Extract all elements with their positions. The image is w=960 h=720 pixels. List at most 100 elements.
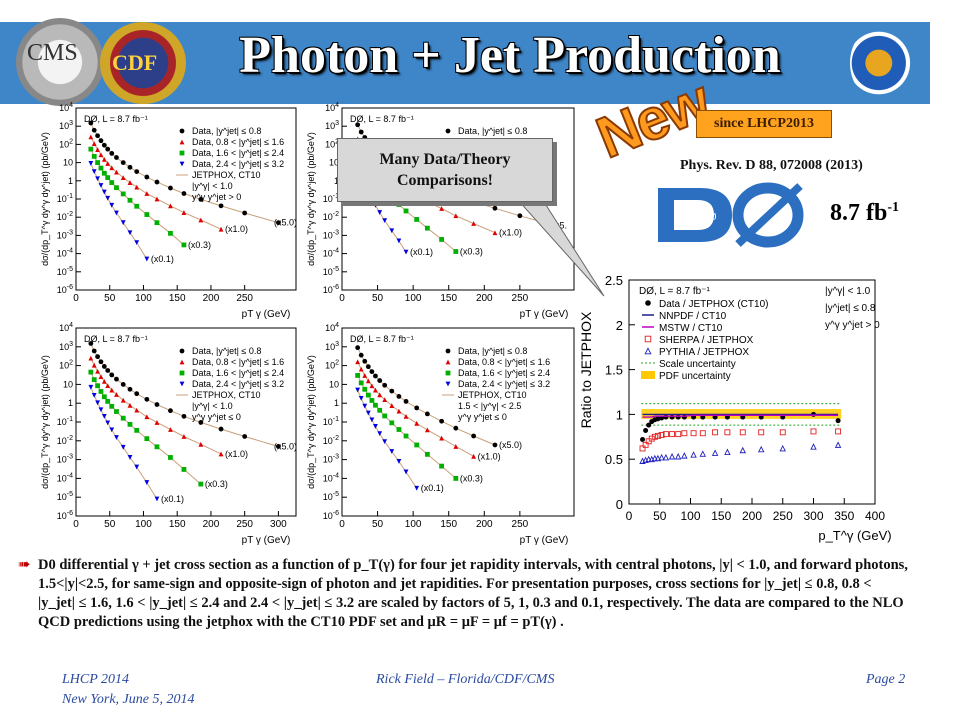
legend-entry: MSTW / CT10: [659, 323, 723, 334]
y-axis-label: dσ/(dp_T^γ dy^γ dy^jet) (pb/GeV): [306, 132, 316, 266]
data-point: [101, 378, 107, 384]
data-point: [109, 180, 115, 185]
data-point: [365, 378, 371, 384]
data-point: [144, 480, 150, 485]
data-point: [396, 408, 402, 414]
legend-marker: [179, 359, 185, 365]
ratio-point: [779, 429, 786, 436]
data-point: [88, 369, 94, 375]
data-point: [88, 384, 94, 390]
data-point: [127, 197, 133, 203]
legend-title: DØ, L = 8.7 fb⁻¹: [639, 286, 710, 297]
ratio-point: [690, 430, 697, 437]
legend-entry: Scale uncertainty: [659, 359, 736, 370]
legend-marker: [445, 381, 451, 387]
data-point: [369, 417, 375, 423]
data-point: [95, 383, 100, 389]
y-tick-label: 10-3: [323, 454, 339, 465]
x-tick-label: 200: [476, 519, 493, 530]
data-point: [114, 376, 119, 382]
data-point: [144, 414, 150, 420]
data-point: [101, 142, 107, 148]
legend-entry: Data, 1.6 < |y^jet| ≤ 2.4: [192, 368, 284, 378]
data-point: [373, 387, 378, 393]
data-point: [154, 420, 160, 425]
x-tick-label: 100: [135, 293, 152, 304]
data-point: [114, 392, 119, 397]
data-point: [88, 355, 94, 361]
footer-conference: LHCP 2014: [62, 672, 130, 687]
data-point: [396, 202, 402, 207]
x-tick-label: 150: [440, 519, 457, 530]
callout-pointer: [499, 180, 605, 297]
legend-entry: JETPHOX, CT10: [458, 390, 527, 400]
ratio-point: [654, 454, 662, 462]
y-axis-label: dσ/(dp_T^γ dy^γ dy^jet) (pb/GeV): [306, 355, 316, 489]
journal-reference: Phys. Rev. D 88, 072008 (2013): [680, 158, 863, 173]
data-point: [91, 362, 97, 368]
x-tick-label: 200: [203, 293, 220, 304]
cdf-logo-text: CDF: [112, 50, 158, 75]
data-point: [382, 218, 388, 224]
legend-entry: Data, 2.4 < |y^jet| ≤ 3.2: [192, 379, 284, 389]
x-tick-label: 50: [372, 519, 384, 530]
data-point: [396, 238, 402, 244]
plot-frame: [341, 327, 575, 517]
ratio-point: [834, 441, 842, 448]
x-tick-label: 0: [626, 509, 633, 523]
data-point: [109, 151, 115, 156]
data-point: [98, 152, 104, 158]
ratio-point: [699, 430, 706, 437]
legend-entry: Data, 2.4 < |y^jet| ≤ 3.2: [458, 379, 550, 389]
legend-entry: Data / JETPHOX (CT10): [659, 299, 768, 310]
x-tick-label: 150: [711, 509, 731, 523]
legend-title: DØ, L = 8.7 fb⁻¹: [350, 114, 414, 124]
y-tick-label: 1: [68, 176, 73, 186]
data-point: [105, 398, 111, 404]
y-tick-label: 10-2: [57, 435, 73, 446]
data-point: [403, 413, 409, 419]
data-point: [181, 242, 187, 248]
luminosity-exponent: -1: [887, 200, 900, 215]
x-tick-label: 50: [653, 509, 667, 523]
y-tick-label: 104: [325, 102, 339, 113]
data-point: [453, 213, 459, 219]
x-tick-label: 300: [270, 519, 287, 530]
y-tick-label: 10-3: [57, 229, 73, 240]
legend-entry: Data, 1.6 < |y^jet| ≤ 2.4: [458, 368, 550, 378]
ratio-point: [699, 450, 707, 457]
scale-factor-label: (x0.1): [421, 483, 444, 493]
x-tick-label: 100: [405, 293, 422, 304]
luminosity-label: 8.7 fb-1: [830, 200, 899, 227]
ratio-point: [724, 448, 731, 455]
x-tick-label: 250: [512, 519, 529, 530]
data-point: [218, 203, 224, 209]
data-point: [365, 364, 371, 370]
x-tick-label: 0: [339, 519, 345, 530]
data-point: [98, 374, 104, 379]
x-axis-label: p_T^γ (GeV): [818, 528, 891, 543]
data-point: [168, 203, 173, 209]
data-point: [414, 420, 420, 426]
data-point: [358, 352, 364, 358]
jetphox-curve: [357, 361, 474, 457]
ratio-annotation: y^γ y^jet > 0: [825, 320, 880, 331]
y-tick-label: 0.5: [605, 452, 623, 467]
data-point: [144, 436, 150, 442]
data-point: [471, 221, 477, 226]
scale-factor-label: (x0.3): [205, 479, 228, 489]
ratio-point: [646, 422, 652, 428]
x-axis-label: pT γ (GeV): [520, 309, 569, 320]
x-tick-label: 150: [169, 519, 186, 530]
data-point: [101, 156, 107, 162]
y-tick-label: 10-6: [323, 510, 339, 521]
data-point: [369, 383, 375, 389]
bullet-arrow-icon: ➠: [18, 556, 31, 573]
y-tick-label: 102: [325, 360, 339, 371]
scale-factor-label: (x0.3): [460, 247, 483, 257]
y-tick-label: 0: [616, 497, 623, 512]
data-point: [105, 420, 111, 426]
y-tick-label: 104: [325, 322, 339, 333]
data-point: [389, 388, 395, 394]
data-point: [95, 400, 100, 406]
